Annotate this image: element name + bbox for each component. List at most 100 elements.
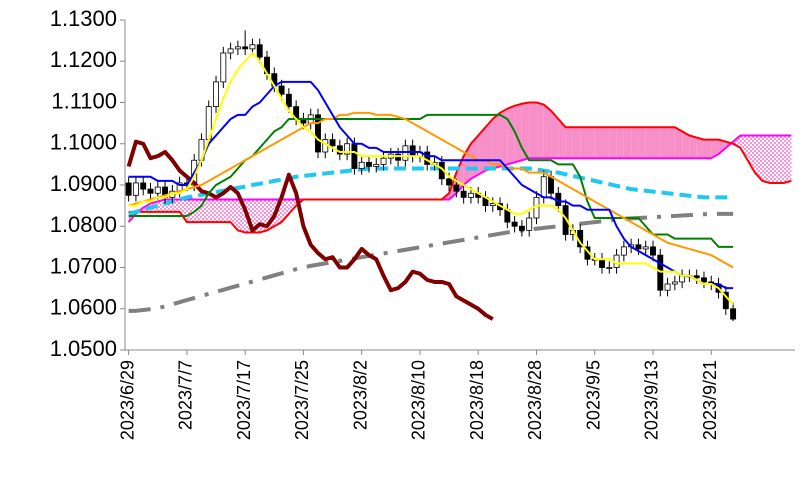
candle-body: [526, 217, 533, 231]
cloud-segment: [631, 127, 639, 159]
cloud-segment: [281, 199, 289, 223]
candle-body: [227, 48, 234, 54]
candle-body: [518, 225, 525, 231]
candle-body: [256, 44, 263, 58]
candle-body: [599, 258, 605, 268]
cloud-segment: [551, 110, 559, 159]
y-tick-label: 1.0500: [50, 336, 117, 361]
candle-body: [467, 192, 474, 198]
cloud-segment: [696, 137, 704, 159]
x-tick-label: 2023/6/29: [117, 360, 137, 440]
cloud-segment: [507, 105, 515, 165]
cloud-segment: [674, 127, 683, 159]
candle-body: [730, 308, 737, 320]
y-tick-label: 1.1300: [50, 6, 117, 31]
candle-body: [380, 157, 387, 165]
y-tick-label: 1.0900: [50, 171, 117, 196]
candle-body: [125, 182, 132, 196]
cloud-segment: [230, 199, 238, 231]
candle-body: [548, 176, 554, 194]
candle-body: [671, 281, 678, 285]
cloud-segment: [580, 127, 588, 159]
cloud-segment: [638, 127, 646, 159]
cloud-segment: [769, 135, 777, 183]
x-tick-label: 2023/7/25: [292, 360, 312, 440]
candle-body: [409, 145, 416, 157]
line-series: [126, 139, 494, 321]
cloud-segment: [288, 199, 297, 214]
candle-body: [344, 143, 351, 155]
y-tick-label: 1.1000: [50, 130, 117, 155]
cloud-segment: [194, 199, 202, 223]
line-series: [128, 166, 734, 216]
candle-body: [358, 161, 365, 169]
x-tick-label: 2023/9/5: [583, 360, 603, 430]
candle-body: [366, 161, 372, 167]
cloud-segment: [754, 135, 763, 181]
candle-body: [562, 205, 569, 235]
cloud-segment: [689, 135, 697, 159]
cloud-segment: [558, 119, 566, 159]
candle-body: [351, 143, 358, 169]
candle-body: [154, 186, 161, 194]
candle-body: [453, 184, 460, 192]
line-series: [128, 80, 734, 290]
cloud-segment: [223, 199, 231, 223]
candle-body: [315, 114, 321, 153]
candle-body: [285, 93, 292, 108]
y-tick-label: 1.0700: [50, 253, 117, 278]
cloud-segment: [186, 199, 195, 223]
candle-body: [249, 44, 256, 50]
candle-body: [489, 203, 496, 207]
candle-body: [693, 275, 700, 279]
cloud-segment: [179, 199, 187, 223]
cloud-segment: [536, 102, 544, 159]
cloud-segment: [485, 119, 493, 171]
y-tick-label: 1.1100: [51, 88, 117, 113]
candle-body: [373, 163, 380, 167]
x-tick-label: 2023/7/7: [176, 360, 196, 430]
y-tick-label: 1.0800: [50, 212, 117, 237]
x-tick-label: 2023/8/10: [409, 360, 429, 440]
candle-body: [642, 246, 649, 250]
line-series: [128, 101, 792, 234]
candle-body: [402, 145, 409, 161]
candle-body: [395, 153, 402, 161]
x-tick-label: 2023/8/2: [350, 360, 370, 430]
candle-body: [234, 46, 241, 50]
line-series: [128, 52, 734, 306]
candle-body: [446, 178, 453, 186]
cloud-segment: [609, 127, 617, 159]
cloud-segment: [587, 127, 595, 159]
cloud-segment: [762, 135, 770, 183]
candle-body: [650, 246, 656, 256]
candle-body: [664, 283, 671, 291]
y-tick-label: 1.0600: [50, 295, 117, 320]
x-tick-label: 2023/9/21: [700, 360, 720, 440]
cloud-segment: [616, 127, 624, 159]
cloud: [128, 102, 792, 233]
candle-body: [701, 277, 707, 283]
candle-body: [511, 221, 518, 227]
cloud-segment: [682, 131, 690, 159]
candle-body: [132, 182, 139, 196]
cloud-segment: [521, 102, 530, 161]
cloud-segment: [529, 102, 537, 159]
cloud-segment: [776, 135, 785, 183]
cloud-segment: [652, 127, 661, 159]
candle-body: [606, 267, 613, 269]
cloud-segment: [711, 139, 719, 159]
cloud-segment: [645, 127, 653, 159]
cloud-segment: [208, 199, 217, 223]
cloud-segment: [660, 127, 668, 159]
candle-body: [657, 254, 664, 291]
cloud-segment: [602, 127, 610, 159]
line-series: [128, 111, 734, 269]
cloud-segment: [740, 135, 748, 161]
cloud-segment: [623, 127, 632, 159]
cloud-segment: [565, 127, 573, 159]
cloud-segment: [478, 127, 486, 175]
cloud-segment: [718, 139, 726, 155]
cloud-segment: [543, 104, 552, 159]
